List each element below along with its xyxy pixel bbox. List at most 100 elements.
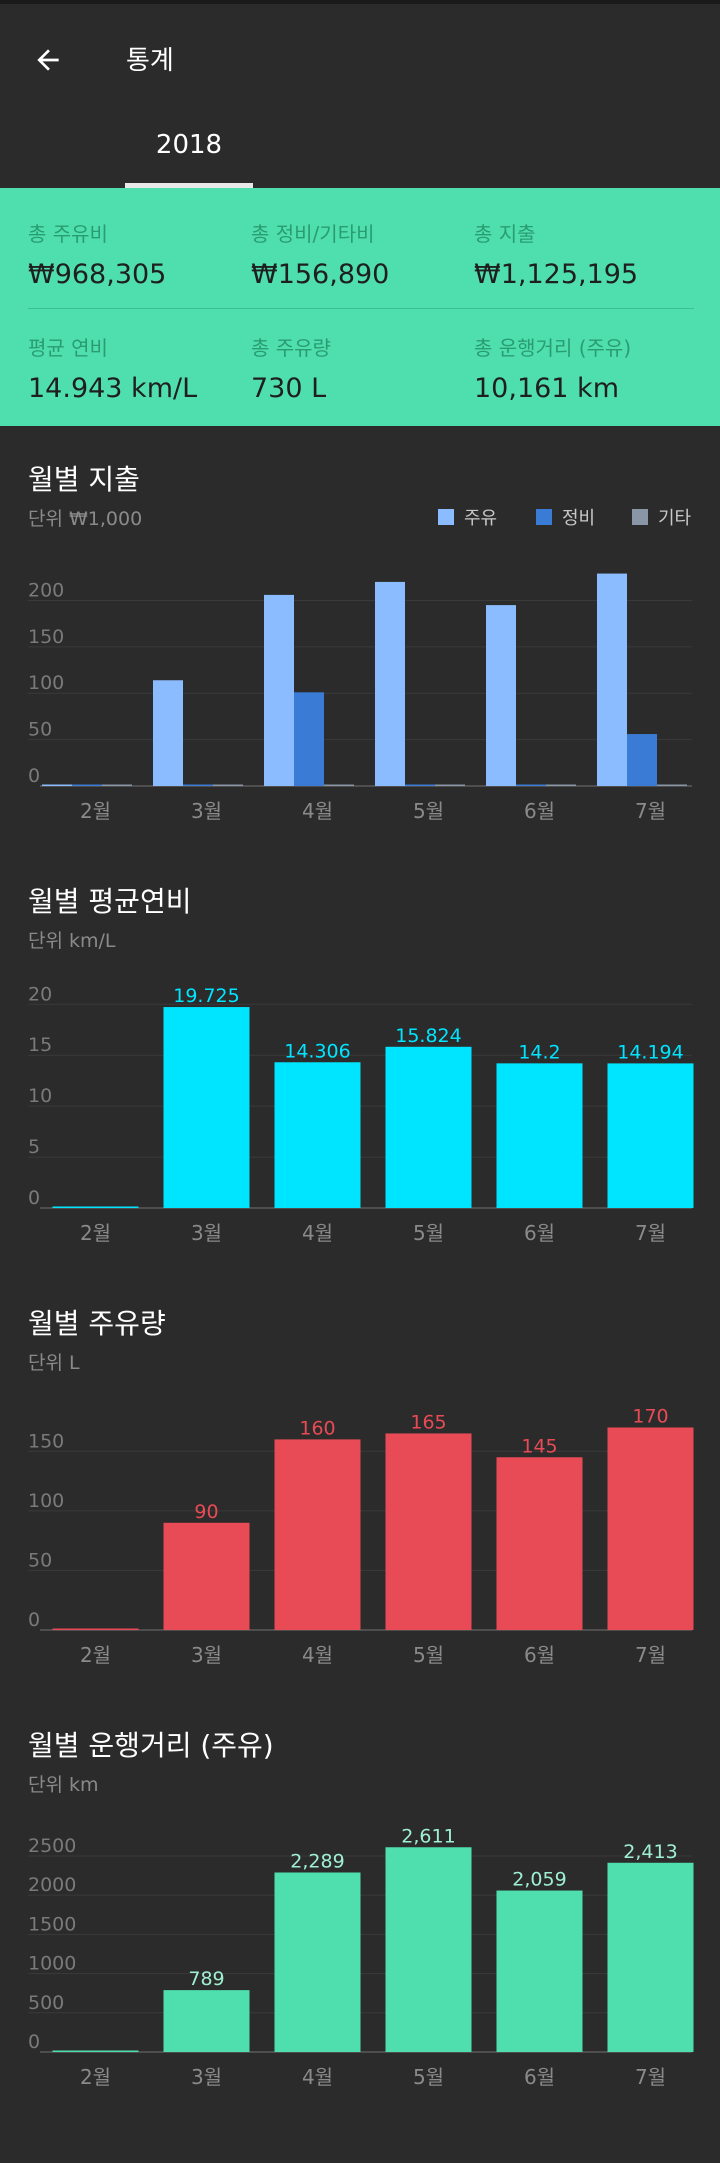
x-tick-label: 5월 <box>413 2065 444 2089</box>
summary-label: 총 정비/기타비 <box>251 222 375 246</box>
data-label: 2,413 <box>623 1841 677 1863</box>
legend-swatch-fuel <box>438 509 454 525</box>
spending-chart-unit: 단위 ₩1,000 <box>28 508 143 530</box>
app-bar: 통계 <box>0 4 720 112</box>
y-tick-label: 0 <box>28 765 40 787</box>
bar <box>52 1206 139 1208</box>
summary-value: 10,161 km <box>474 373 619 404</box>
x-tick-label: 4월 <box>302 1221 333 1245</box>
spending-chart: 0 50 100 150 200 2월 3월 4월 5월 6월 7월 <box>28 573 692 823</box>
bar <box>607 1427 694 1630</box>
summary-maintenance-cost: 총 정비/기타비 ₩156,890 <box>251 218 471 290</box>
distance-chart-unit: 단위 km <box>28 1774 99 1796</box>
bar <box>607 1063 694 1208</box>
bar <box>264 594 294 786</box>
x-tick-label: 6월 <box>524 1643 555 1667</box>
back-button[interactable] <box>22 34 74 86</box>
distance-section: 월별 운행거리 (주유) 단위 km <box>0 1724 720 1804</box>
bar <box>385 1046 472 1208</box>
bar <box>496 1457 583 1630</box>
y-tick-label: 0 <box>28 2031 40 2053</box>
bar <box>102 784 132 786</box>
summary-label: 총 주유량 <box>251 336 331 360</box>
bar <box>294 692 324 786</box>
x-tick-label: 3월 <box>191 799 222 823</box>
data-label: 789 <box>188 1968 224 1990</box>
x-tick-label: 5월 <box>413 1221 444 1245</box>
spending-section: 월별 지출 단위 ₩1,000 주유 정비 기타 <box>0 458 720 838</box>
summary-value: ₩1,125,195 <box>474 259 639 290</box>
bar <box>324 784 354 786</box>
volume-chart: 0 50 100 150 2월 90 3월 160 4월 165 5월 145 6월 170 7월 <box>28 1405 694 1667</box>
data-label: 14.194 <box>617 1041 683 1063</box>
y-tick-label: 2000 <box>28 1874 76 1896</box>
summary-avg-efficiency: 평균 연비 14.943 km/L <box>28 332 248 404</box>
legend-other: 기타 <box>632 504 691 530</box>
y-tick-label: 150 <box>28 626 64 648</box>
data-label: 165 <box>410 1411 446 1433</box>
y-tick-label: 500 <box>28 1992 64 2014</box>
y-tick-label: 15 <box>28 1034 52 1056</box>
distance-chart: 0 500 1000 1500 2000 2500 2월 789 3월 2,289 4월 2,611 5… <box>28 1825 694 2089</box>
bar <box>657 784 687 786</box>
bar <box>183 784 213 786</box>
data-label: 160 <box>299 1417 335 1439</box>
legend-label: 주유 <box>464 508 498 529</box>
legend-fuel: 주유 <box>438 504 497 530</box>
x-tick-label: 7월 <box>635 1643 666 1667</box>
status-bar <box>0 0 720 4</box>
data-label: 15.824 <box>395 1025 461 1047</box>
data-label: 90 <box>194 1501 218 1523</box>
distance-chart-title: 월별 운행거리 (주유) <box>28 1729 274 1762</box>
tab-bar: 2018 <box>0 112 720 188</box>
y-tick-label: 100 <box>28 1490 64 1512</box>
y-tick-label: 200 <box>28 579 64 601</box>
summary-label: 총 주유비 <box>28 222 108 246</box>
bar <box>52 1628 139 1630</box>
bar <box>516 784 546 786</box>
bar <box>435 784 465 786</box>
bar <box>607 1862 694 2052</box>
bar <box>52 2050 139 2052</box>
x-tick-label: 7월 <box>635 2065 666 2089</box>
bar <box>274 1439 361 1630</box>
bar <box>496 1890 583 2052</box>
efficiency-chart: 0 5 10 15 20 2월 19.725 3월 14.306 4월 15.824 5월 14.2 6월… <box>28 983 694 1245</box>
summary-fuel-cost: 총 주유비 ₩968,305 <box>28 218 248 290</box>
x-tick-label: 7월 <box>635 1221 666 1245</box>
legend-label: 기타 <box>658 508 692 529</box>
spending-chart-title: 월별 지출 <box>28 463 140 496</box>
volume-section: 월별 주유량 단위 L <box>0 1302 720 1382</box>
volume-chart-title: 월별 주유량 <box>28 1307 166 1340</box>
y-tick-label: 1000 <box>28 1953 76 1975</box>
summary-total-distance: 총 운행거리 (주유) 10,161 km <box>474 332 694 404</box>
y-tick-label: 0 <box>28 1187 40 1209</box>
bar <box>627 734 657 786</box>
y-tick-label: 1500 <box>28 1913 76 1935</box>
x-tick-label: 2월 <box>80 1221 111 1245</box>
summary-label: 총 지출 <box>474 222 536 246</box>
tab-2018[interactable]: 2018 <box>125 112 253 188</box>
x-tick-label: 4월 <box>302 799 333 823</box>
bar <box>385 1433 472 1630</box>
bar <box>274 1062 361 1208</box>
data-label: 2,289 <box>290 1851 344 1873</box>
y-tick-label: 2500 <box>28 1835 76 1857</box>
bar <box>213 784 243 786</box>
x-tick-label: 3월 <box>191 1643 222 1667</box>
bar <box>163 1007 250 1208</box>
y-tick-label: 50 <box>28 719 52 741</box>
data-label: 19.725 <box>173 985 239 1007</box>
legend-maintenance: 정비 <box>536 504 595 530</box>
data-label: 2,059 <box>512 1869 566 1891</box>
bar <box>163 1990 250 2052</box>
summary-divider <box>28 308 694 309</box>
x-tick-label: 2월 <box>80 2065 111 2089</box>
legend-swatch-other <box>632 509 648 525</box>
summary-value: ₩156,890 <box>251 259 390 290</box>
bar <box>72 784 102 786</box>
efficiency-chart-unit: 단위 km/L <box>28 930 116 952</box>
summary-label: 평균 연비 <box>28 336 108 360</box>
bar <box>375 581 405 786</box>
data-label: 145 <box>521 1435 557 1457</box>
